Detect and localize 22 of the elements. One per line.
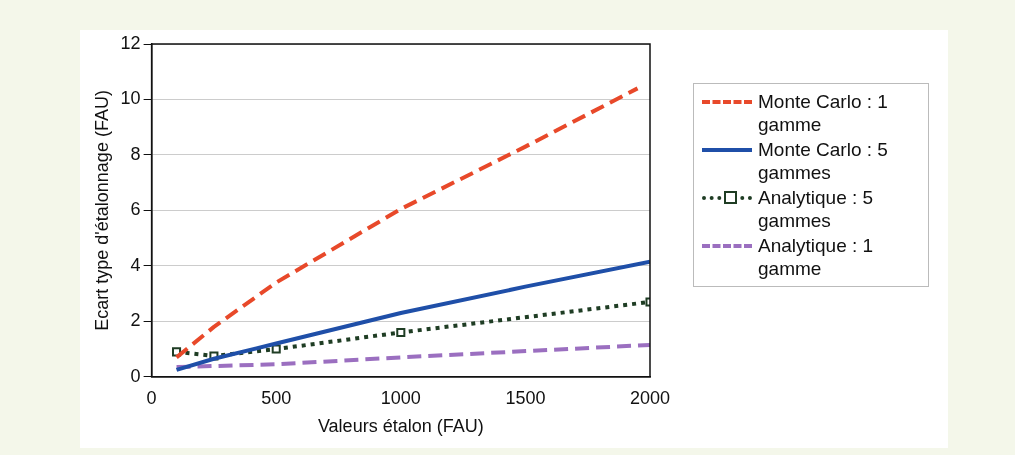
legend-label: Analytique : 1 gamme bbox=[758, 234, 875, 280]
x-axis-title: Valeurs étalon (FAU) bbox=[317, 416, 484, 437]
line-series bbox=[174, 342, 650, 370]
y-tick-label: 0 bbox=[130, 365, 141, 386]
y-tick-label: 6 bbox=[130, 199, 141, 220]
point bbox=[396, 327, 406, 337]
y-axis-title: Ecart type d'étalonnage (FAU) bbox=[91, 90, 112, 331]
x-tick-label: 500 bbox=[261, 387, 292, 408]
legend-label: Monte Carlo : 5 gammes bbox=[758, 138, 889, 184]
y-tick-label: 12 bbox=[120, 32, 141, 53]
y-tick-label: 8 bbox=[130, 143, 141, 164]
line-series bbox=[174, 86, 640, 360]
x-tick-label: 2000 bbox=[629, 387, 671, 408]
x-tick-label: 1500 bbox=[505, 387, 546, 408]
y-tick-label: 10 bbox=[120, 88, 141, 109]
x-tick-label: 0 bbox=[146, 387, 157, 408]
legend-label: Analytique : 5 gammes bbox=[758, 186, 875, 232]
y-tick-label: 2 bbox=[130, 310, 141, 331]
x-tick-label: 1000 bbox=[380, 387, 421, 408]
legend-label: Monte Carlo : 1 gamme bbox=[758, 90, 889, 136]
point bbox=[271, 344, 281, 354]
y-tick-label: 4 bbox=[130, 254, 141, 275]
